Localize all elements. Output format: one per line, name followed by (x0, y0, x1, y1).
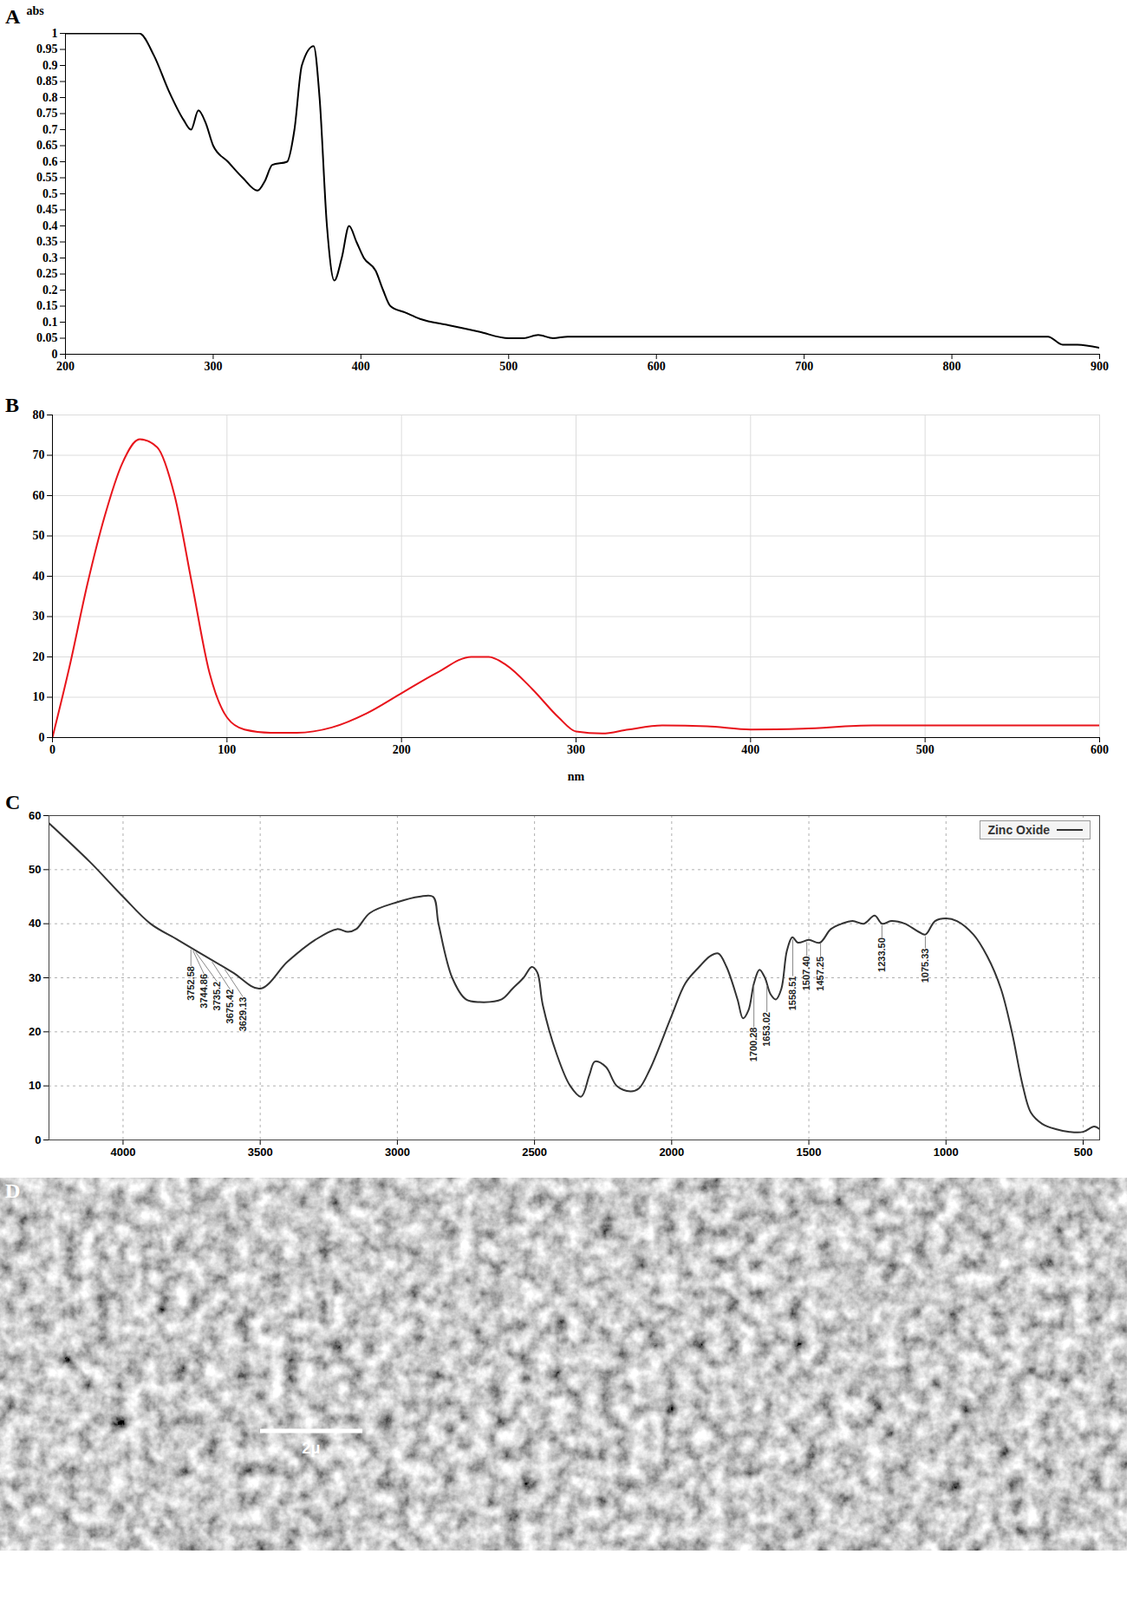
svg-text:2μ: 2μ (301, 1439, 320, 1457)
svg-text:900: 900 (1090, 359, 1109, 373)
svg-text:300: 300 (203, 359, 222, 373)
svg-text:0.25: 0.25 (36, 266, 59, 280)
svg-text:nm: nm (567, 769, 586, 783)
html-text:D: D (5, 1178, 21, 1202)
svg-text:0.7: 0.7 (42, 123, 59, 137)
svg-text:800: 800 (943, 359, 962, 373)
svg-text:0.35: 0.35 (36, 234, 59, 248)
html-text:B: B (5, 393, 20, 417)
svg-text:600: 600 (1090, 742, 1109, 756)
svg-text:200: 200 (392, 742, 411, 756)
svg-text:3500: 3500 (247, 1145, 274, 1159)
svg-text:400: 400 (351, 359, 371, 373)
svg-text:3675.42: 3675.42 (224, 989, 235, 1024)
svg-text:600: 600 (647, 359, 666, 373)
svg-text:0: 0 (49, 742, 56, 756)
svg-text:0.15: 0.15 (36, 299, 59, 313)
svg-text:3744.86: 3744.86 (198, 973, 209, 1009)
svg-text:0.55: 0.55 (36, 170, 59, 184)
svg-text:100: 100 (217, 742, 236, 756)
svg-text:200: 200 (56, 359, 75, 373)
svg-text:4000: 4000 (110, 1145, 136, 1159)
svg-text:80: 80 (32, 408, 46, 422)
svg-text:50: 50 (32, 528, 46, 542)
svg-text:abs: abs (26, 4, 46, 18)
svg-text:3735.2: 3735.2 (211, 981, 222, 1011)
svg-text:0.3: 0.3 (42, 251, 59, 265)
svg-text:400: 400 (741, 742, 760, 756)
svg-text:0.95: 0.95 (36, 42, 59, 56)
svg-text:1700.28: 1700.28 (748, 1027, 759, 1062)
svg-text:0.9: 0.9 (42, 58, 59, 72)
svg-text:1233.50: 1233.50 (876, 937, 887, 972)
svg-text:2000: 2000 (658, 1145, 684, 1159)
svg-text:0: 0 (34, 1133, 41, 1147)
svg-text:500: 500 (916, 742, 935, 756)
svg-text:1558.51: 1558.51 (787, 976, 798, 1011)
svg-text:700: 700 (794, 359, 814, 373)
svg-text:20: 20 (32, 650, 46, 664)
svg-text:10: 10 (32, 690, 46, 704)
svg-text:30: 30 (32, 609, 46, 623)
svg-text:40: 40 (32, 569, 46, 583)
svg-text:1000: 1000 (933, 1145, 959, 1159)
svg-text:500: 500 (499, 359, 518, 373)
svg-text:70: 70 (32, 448, 46, 462)
html-text:C: C (5, 790, 21, 814)
html-text:Zinc Oxide: Zinc Oxide (987, 822, 1050, 837)
svg-text:0.8: 0.8 (42, 91, 59, 105)
svg-text:10: 10 (28, 1078, 41, 1092)
svg-text:3629.13: 3629.13 (237, 996, 248, 1032)
svg-text:1500: 1500 (796, 1145, 822, 1159)
svg-text:0.5: 0.5 (42, 187, 59, 201)
svg-text:2500: 2500 (521, 1145, 547, 1159)
svg-text:50: 50 (28, 862, 41, 876)
svg-text:0.6: 0.6 (42, 155, 59, 169)
svg-text:0.85: 0.85 (36, 74, 59, 88)
svg-text:0.2: 0.2 (42, 283, 59, 297)
svg-text:300: 300 (566, 742, 586, 756)
svg-text:3000: 3000 (384, 1145, 411, 1159)
svg-text:0.4: 0.4 (42, 219, 59, 233)
svg-text:40: 40 (28, 916, 41, 930)
svg-text:1653.02: 1653.02 (761, 1011, 772, 1047)
svg-text:1: 1 (52, 26, 59, 40)
svg-text:60: 60 (32, 488, 46, 502)
svg-text:1507.40: 1507.40 (800, 956, 812, 991)
svg-text:20: 20 (28, 1024, 41, 1038)
svg-text:3752.58: 3752.58 (185, 965, 196, 1001)
svg-text:0: 0 (39, 730, 46, 744)
svg-text:0.65: 0.65 (36, 138, 59, 152)
svg-text:0: 0 (52, 347, 59, 361)
svg-text:0.45: 0.45 (36, 202, 59, 216)
html-text:A: A (5, 5, 21, 28)
svg-text:30: 30 (28, 970, 41, 984)
svg-text:1457.25: 1457.25 (814, 956, 826, 991)
svg-text:60: 60 (28, 808, 41, 822)
svg-text:1075.33: 1075.33 (919, 948, 931, 984)
svg-text:500: 500 (1074, 1145, 1094, 1159)
svg-text:0.05: 0.05 (36, 331, 59, 345)
svg-text:0.1: 0.1 (42, 315, 59, 329)
svg-text:0.75: 0.75 (36, 106, 59, 120)
